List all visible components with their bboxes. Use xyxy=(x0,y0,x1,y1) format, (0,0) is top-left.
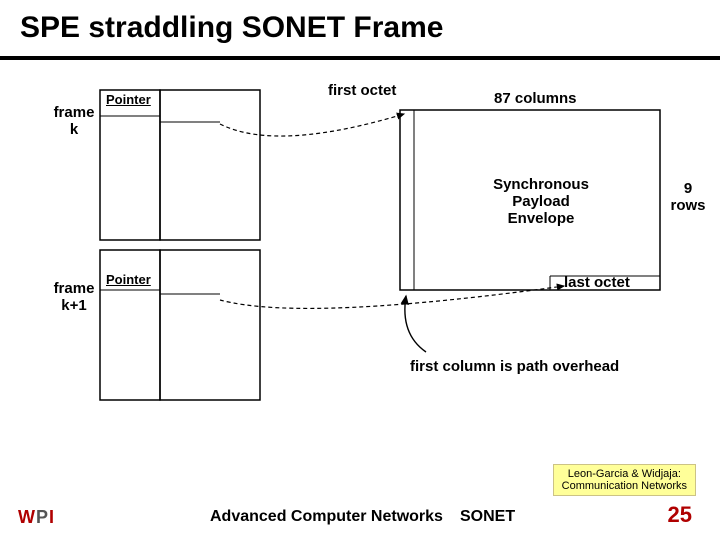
footer-topic: SONET xyxy=(460,508,515,526)
wpi-logo: WPI xyxy=(18,507,55,528)
label-frame-k1: frame k+1 xyxy=(46,280,102,314)
page-number: 25 xyxy=(668,502,692,528)
diagram-area: frame k frame k+1 Pointer Pointer first … xyxy=(0,80,720,440)
logo-i: I xyxy=(49,507,55,527)
label-87-columns: 87 columns xyxy=(494,90,577,107)
label-9-rows: 9 rows xyxy=(666,180,710,214)
diagram-svg xyxy=(0,80,720,440)
label-pointer-2: Pointer xyxy=(106,272,151,287)
logo-w: W xyxy=(18,507,36,527)
label-spe: Synchronous Payload Envelope xyxy=(486,176,596,227)
label-pointer-1: Pointer xyxy=(106,92,151,107)
footer-course: Advanced Computer Networks xyxy=(210,508,443,526)
label-frame-k: frame k xyxy=(50,104,98,138)
label-last-octet: last octet xyxy=(564,274,630,291)
logo-p: P xyxy=(36,507,49,527)
credit-line-1: Leon-Garcia & Widjaja: xyxy=(562,468,687,480)
page-title: SPE straddling SONET Frame xyxy=(20,11,443,45)
label-first-octet: first octet xyxy=(328,82,396,99)
credit-box: Leon-Garcia & Widjaja: Communication Net… xyxy=(553,464,696,496)
credit-line-2: Communication Networks xyxy=(562,480,687,492)
label-path-overhead: first column is path overhead xyxy=(410,358,619,375)
